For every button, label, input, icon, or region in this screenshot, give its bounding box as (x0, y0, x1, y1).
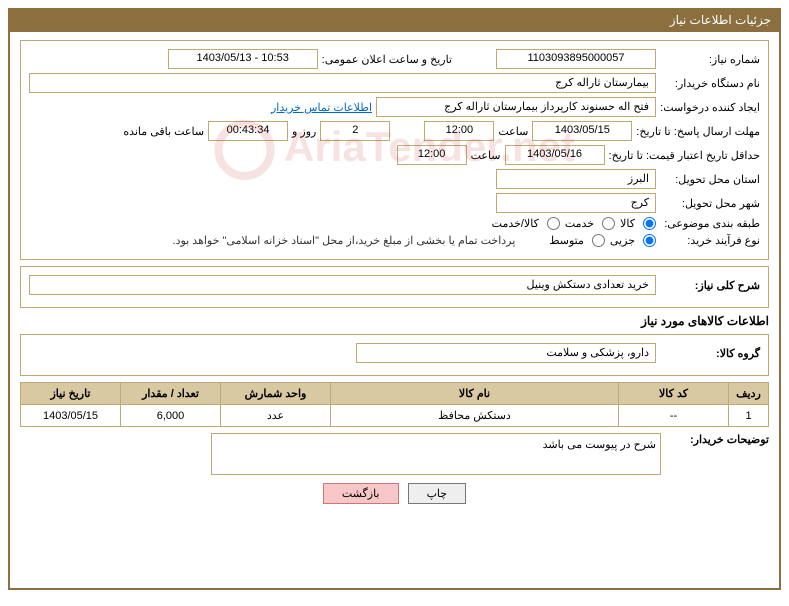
label-response-deadline: مهلت ارسال پاسخ: تا تاریخ: (636, 125, 760, 138)
field-price-validity-time: 12:00 (397, 145, 467, 165)
label-purchase-type: نوع فرآیند خرید: (660, 234, 760, 247)
label-price-validity: حداقل تاریخ اعتبار قیمت: تا تاریخ: (609, 149, 760, 162)
label-time-2: ساعت (471, 149, 501, 162)
label-hours-remaining: ساعت باقی مانده (123, 125, 204, 138)
th-name: نام کالا (331, 383, 619, 405)
label-need-desc: شرح کلی نیاز: (660, 279, 760, 292)
th-unit: واحد شمارش (221, 383, 331, 405)
field-need-desc: خرید تعدادی دستکش وینیل (29, 275, 656, 295)
label-buyer-org: نام دستگاه خریدار: (660, 77, 760, 90)
panel-header: جزئیات اطلاعات نیاز (8, 8, 781, 32)
th-date: تاریخ نیاز (21, 383, 121, 405)
field-buyer-org: بیمارستان ثاراله کرج (29, 73, 656, 93)
goods-info-title: اطلاعات کالاهای مورد نیاز (20, 314, 769, 328)
label-delivery-province: استان محل تحویل: (660, 173, 760, 186)
label-need-number: شماره نیاز: (660, 53, 760, 66)
radio-small[interactable] (643, 234, 656, 247)
field-remaining-time: 00:43:34 (208, 121, 288, 141)
return-button[interactable]: بازگشت (323, 483, 399, 504)
header-title: جزئیات اطلاعات نیاز (670, 13, 771, 27)
radio-both[interactable] (547, 217, 560, 230)
label-delivery-city: شهر محل تحویل: (660, 197, 760, 210)
field-goods-group: دارو، پزشکی و سلامت (356, 343, 656, 363)
label-goods-group: گروه کالا: (660, 347, 760, 360)
field-remaining-days: 2 (320, 121, 390, 141)
field-delivery-province: البرز (496, 169, 656, 189)
label-days-and: روز و (292, 125, 316, 138)
label-time-1: ساعت (498, 125, 528, 138)
field-request-creator: فتح اله حسنوند کارپرداز بیمارستان ثاراله… (376, 97, 656, 117)
payment-note: پرداخت تمام یا بخشی از مبلغ خرید،از محل … (173, 234, 516, 247)
items-table: ردیف کد کالا نام کالا واحد شمارش تعداد /… (20, 382, 769, 427)
th-qty: تعداد / مقدار (121, 383, 221, 405)
print-button[interactable]: چاپ (408, 483, 467, 504)
field-delivery-city: کرج (496, 193, 656, 213)
field-price-validity-date: 1403/05/16 (505, 145, 605, 165)
field-response-time: 12:00 (424, 121, 494, 141)
items-table-wrap: ردیف کد کالا نام کالا واحد شمارش تعداد /… (20, 382, 769, 427)
radio-medium[interactable] (592, 234, 605, 247)
form-section-group: گروه کالا: دارو، پزشکی و سلامت (20, 334, 769, 376)
radio-goods[interactable] (643, 217, 656, 230)
th-code: کد کالا (619, 383, 729, 405)
label-announce-datetime: تاریخ و ساعت اعلان عمومی: (322, 53, 452, 66)
label-buyer-notes: توضیحات خریدار: (669, 433, 769, 446)
radio-service[interactable] (602, 217, 615, 230)
label-subject-class: طبقه بندی موضوعی: (660, 217, 760, 230)
field-buyer-notes: شرح در پیوست می باشد (211, 433, 661, 475)
field-need-number: 1103093895000057 (496, 49, 656, 69)
table-row: 1 -- دستکش محافظ عدد 6,000 1403/05/15 (21, 405, 769, 427)
th-row: ردیف (729, 383, 769, 405)
field-response-date: 1403/05/15 (532, 121, 632, 141)
link-buyer-contact[interactable]: اطلاعات تماس خریدار (271, 101, 372, 114)
main-panel: جزئیات اطلاعات نیاز AriaTender.net شماره… (8, 8, 781, 590)
field-announce-datetime: 1403/05/13 - 10:53 (168, 49, 318, 69)
label-request-creator: ایجاد کننده درخواست: (660, 101, 760, 114)
panel-content: AriaTender.net شماره نیاز: 1103093895000… (10, 10, 779, 514)
form-section-main: AriaTender.net شماره نیاز: 1103093895000… (20, 40, 769, 260)
form-section-desc: شرح کلی نیاز: خرید تعدادی دستکش وینیل (20, 266, 769, 308)
